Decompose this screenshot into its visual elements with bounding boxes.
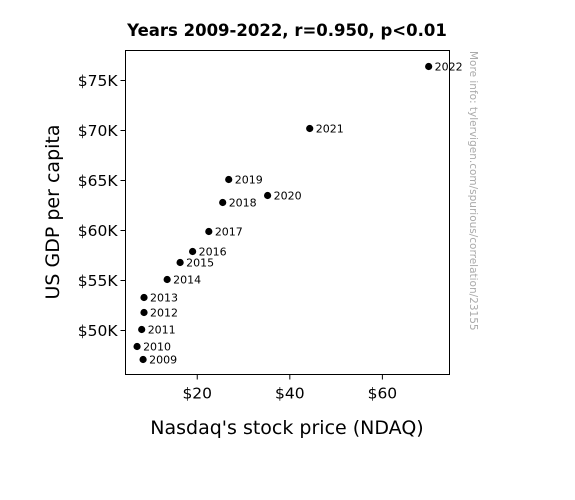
data-point-label: 2012 xyxy=(150,307,178,320)
data-point-label: 2020 xyxy=(274,190,302,203)
data-point xyxy=(219,198,227,207)
data-point xyxy=(425,62,433,71)
data-point-label: 2013 xyxy=(150,292,178,305)
x-axis-label: Nasdaq's stock price (NDAQ) xyxy=(150,417,423,439)
data-point-label: 2019 xyxy=(235,174,263,187)
y-tick-label: $55K xyxy=(78,272,119,290)
chart-title: Years 2009-2022, r=0.950, p<0.01 xyxy=(126,21,447,40)
y-tick-label: $60K xyxy=(78,222,119,240)
plot-area xyxy=(125,50,450,375)
x-axis: $20 $40 $60 xyxy=(182,374,398,403)
data-point-label: 2017 xyxy=(215,226,243,239)
data-point xyxy=(138,325,146,334)
data-point xyxy=(176,258,184,267)
data-point-label: 2016 xyxy=(199,246,227,259)
data-point xyxy=(163,275,171,284)
y-axis: $50K $55K $60K $65K $70K $75K xyxy=(78,72,126,340)
data-point xyxy=(225,175,233,184)
x-tick-label: $60 xyxy=(368,385,398,403)
data-point-label: 2022 xyxy=(435,61,463,74)
data-point-label: 2014 xyxy=(173,274,201,287)
watermark-text: More info: tylervigen.com/spurious/corre… xyxy=(467,51,479,331)
y-tick-label: $65K xyxy=(78,172,119,190)
x-tick-label: $20 xyxy=(182,385,212,403)
y-tick-label: $75K xyxy=(78,72,119,90)
data-point-label: 2011 xyxy=(148,324,176,337)
data-point xyxy=(263,191,272,200)
data-point xyxy=(140,293,148,302)
data-point-label: 2021 xyxy=(316,123,344,136)
data-point-label: 2018 xyxy=(229,197,257,210)
data-point-label: 2010 xyxy=(143,341,171,354)
data-point xyxy=(306,124,314,133)
y-axis-label: US GDP per capita xyxy=(42,125,64,300)
data-point xyxy=(139,355,147,364)
x-tick-label: $40 xyxy=(275,385,305,403)
data-point xyxy=(189,247,197,256)
y-tick-label: $70K xyxy=(78,122,119,140)
data-point-label: 2015 xyxy=(186,257,214,270)
data-point xyxy=(140,308,148,317)
data-point xyxy=(133,342,141,351)
y-tick-label: $50K xyxy=(78,322,119,340)
data-point-label: 2009 xyxy=(149,354,177,367)
data-point xyxy=(205,227,213,236)
